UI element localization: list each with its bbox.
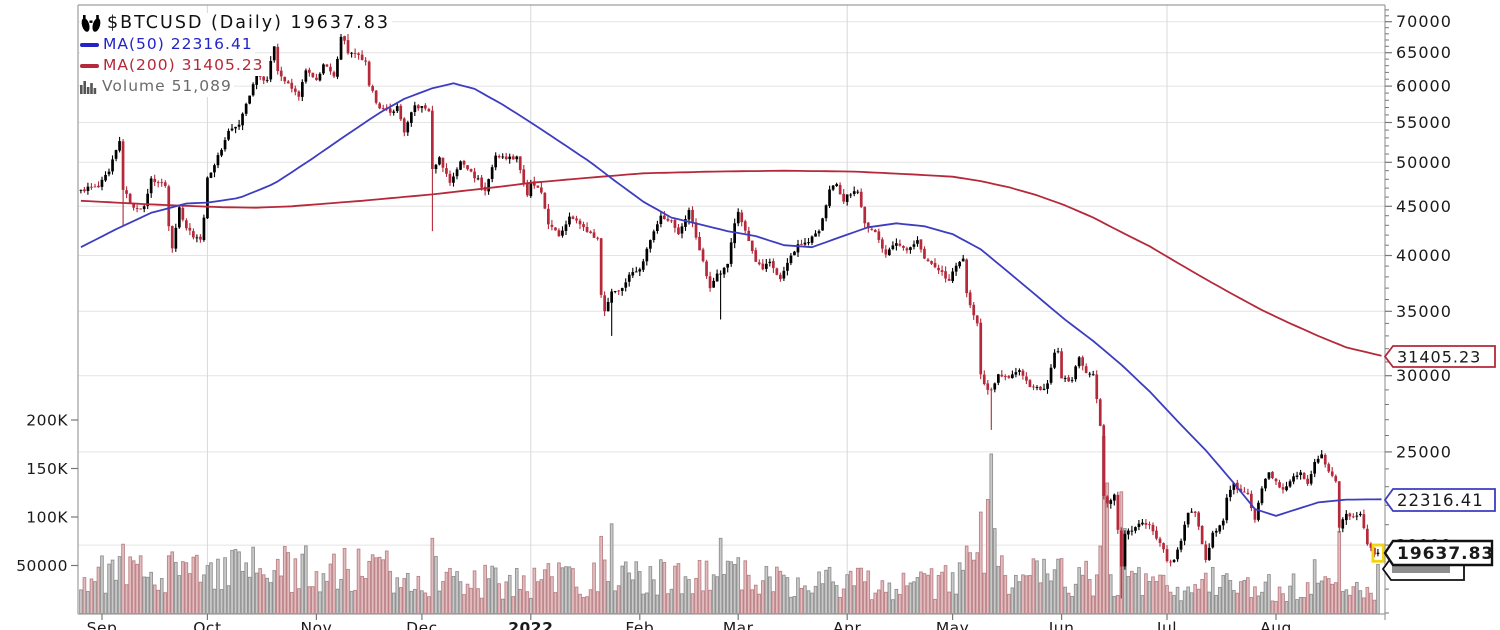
vertical-gridlines bbox=[206, 5, 1168, 614]
price-tick-label: 45000 bbox=[1396, 197, 1452, 216]
legend-ma200-row: MA(200) 31405.23 bbox=[80, 55, 392, 76]
chart-legend: $BTCUSD (Daily) 19637.83 MA(50) 22316.41… bbox=[80, 13, 392, 97]
volume-tick-label: 200K bbox=[26, 412, 68, 430]
ma200-line bbox=[80, 169, 1382, 357]
month-label: Apr bbox=[833, 619, 861, 630]
month-label: Feb bbox=[625, 619, 654, 630]
volume-tick-label: 50000 bbox=[16, 557, 68, 575]
legend-ma50-row: MA(50) 22316.41 bbox=[80, 34, 392, 55]
ma200-swatch-icon bbox=[80, 63, 99, 68]
month-label: May bbox=[936, 619, 970, 630]
month-label: Jun bbox=[1048, 619, 1075, 630]
price-tick-label: 55000 bbox=[1396, 113, 1452, 132]
volume-bars-icon bbox=[80, 79, 97, 94]
price-tick-label: 60000 bbox=[1396, 77, 1452, 96]
price-tick-label: 50000 bbox=[1396, 153, 1452, 172]
price-tag: 31405.23 bbox=[1383, 345, 1496, 368]
price-tick-label: 70000 bbox=[1396, 12, 1452, 31]
symbol-title: $BTCUSD (Daily) 19637.83 bbox=[107, 13, 390, 33]
month-label: Aug bbox=[1260, 619, 1292, 630]
month-label: Dec bbox=[406, 619, 438, 630]
plot-border bbox=[77, 4, 1386, 620]
price-tag: 19637.83 bbox=[1383, 539, 1494, 567]
month-label: Jul bbox=[1156, 619, 1177, 630]
legend-volume-row: Volume 51,089 bbox=[80, 76, 392, 97]
month-label: Oct bbox=[193, 619, 221, 630]
month-axis-bottom: Sep Oct Nov Dec 2022 Feb Mar Apr May Jun Jul Aug bbox=[87, 614, 1292, 630]
price-tick-label: 35000 bbox=[1396, 302, 1452, 321]
price-tick-label: 40000 bbox=[1396, 246, 1452, 265]
month-label: 2022 bbox=[508, 619, 553, 630]
month-label: Sep bbox=[87, 619, 118, 630]
price-axis-right: 70000 65000 60000 55000 50000 45000 40000 35000… bbox=[1385, 9, 1452, 614]
month-label: Nov bbox=[301, 619, 333, 630]
price-tick-label: 25000 bbox=[1396, 442, 1452, 461]
price-tick-label: 65000 bbox=[1396, 43, 1452, 62]
volume-label: Volume 51,089 bbox=[102, 77, 232, 95]
last-candle-highlight bbox=[1371, 543, 1385, 563]
svg-text:31405.23: 31405.23 bbox=[1397, 347, 1481, 366]
legend-title-row: $BTCUSD (Daily) 19637.83 bbox=[80, 13, 392, 34]
volume-tick-label: 150K bbox=[26, 460, 68, 478]
horizontal-gridlines bbox=[78, 21, 1385, 546]
ma50-swatch-icon bbox=[80, 42, 99, 47]
ma50-line bbox=[80, 82, 1382, 517]
price-tag: 22316.41 bbox=[1383, 488, 1496, 512]
svg-text:22316.41: 22316.41 bbox=[1397, 491, 1484, 510]
volume-axis-left: 200K 150K 100K 50000 bbox=[16, 412, 78, 575]
stockcharts-logo-icon bbox=[80, 14, 102, 34]
month-label: Mar bbox=[723, 619, 754, 630]
ma50-label: MA(50) 22316.41 bbox=[103, 35, 253, 53]
volume-tick-label: 100K bbox=[26, 509, 68, 527]
ma200-label: MA(200) 31405.23 bbox=[103, 56, 264, 74]
svg-text:19637.83: 19637.83 bbox=[1397, 544, 1494, 564]
price-tags: 31405.23 22316.41 19637.83 bbox=[1381, 345, 1496, 581]
price-tick-label: 30000 bbox=[1396, 366, 1452, 385]
candlesticks bbox=[79, 28, 1380, 599]
